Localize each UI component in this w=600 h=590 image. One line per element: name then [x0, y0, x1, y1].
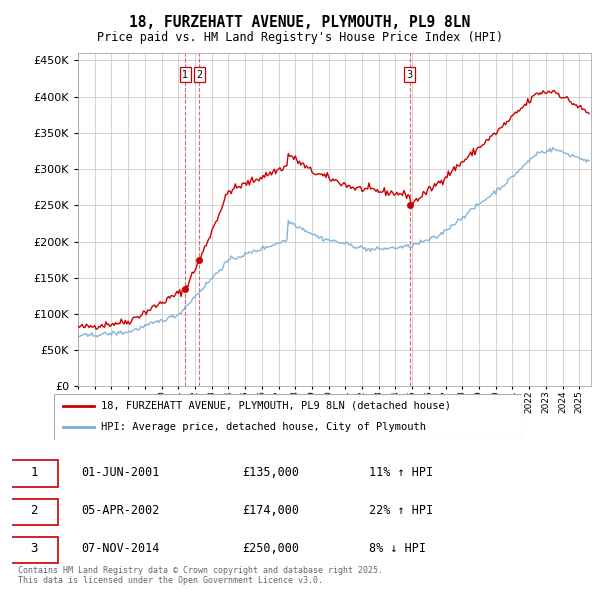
Text: Contains HM Land Registry data © Crown copyright and database right 2025.
This d: Contains HM Land Registry data © Crown c…: [18, 566, 383, 585]
Text: HPI: Average price, detached house, City of Plymouth: HPI: Average price, detached house, City…: [101, 422, 426, 432]
FancyBboxPatch shape: [9, 499, 58, 525]
Text: 18, FURZEHATT AVENUE, PLYMOUTH, PL9 8LN (detached house): 18, FURZEHATT AVENUE, PLYMOUTH, PL9 8LN …: [101, 401, 451, 411]
Text: 3: 3: [407, 70, 413, 80]
Text: 1: 1: [30, 466, 38, 478]
Text: £250,000: £250,000: [242, 542, 299, 555]
Text: 2: 2: [30, 504, 38, 517]
Text: Price paid vs. HM Land Registry's House Price Index (HPI): Price paid vs. HM Land Registry's House …: [97, 31, 503, 44]
Text: 01-JUN-2001: 01-JUN-2001: [81, 466, 160, 478]
Text: 2: 2: [196, 70, 203, 80]
Text: 05-APR-2002: 05-APR-2002: [81, 504, 160, 517]
Text: 22% ↑ HPI: 22% ↑ HPI: [369, 504, 433, 517]
FancyBboxPatch shape: [9, 537, 58, 563]
Text: £174,000: £174,000: [242, 504, 299, 517]
Text: 3: 3: [30, 542, 38, 555]
Text: 8% ↓ HPI: 8% ↓ HPI: [369, 542, 426, 555]
Text: 18, FURZEHATT AVENUE, PLYMOUTH, PL9 8LN: 18, FURZEHATT AVENUE, PLYMOUTH, PL9 8LN: [130, 15, 470, 30]
Text: 07-NOV-2014: 07-NOV-2014: [81, 542, 160, 555]
Text: 1: 1: [182, 70, 188, 80]
FancyBboxPatch shape: [9, 460, 58, 487]
Text: £135,000: £135,000: [242, 466, 299, 478]
Text: 11% ↑ HPI: 11% ↑ HPI: [369, 466, 433, 478]
